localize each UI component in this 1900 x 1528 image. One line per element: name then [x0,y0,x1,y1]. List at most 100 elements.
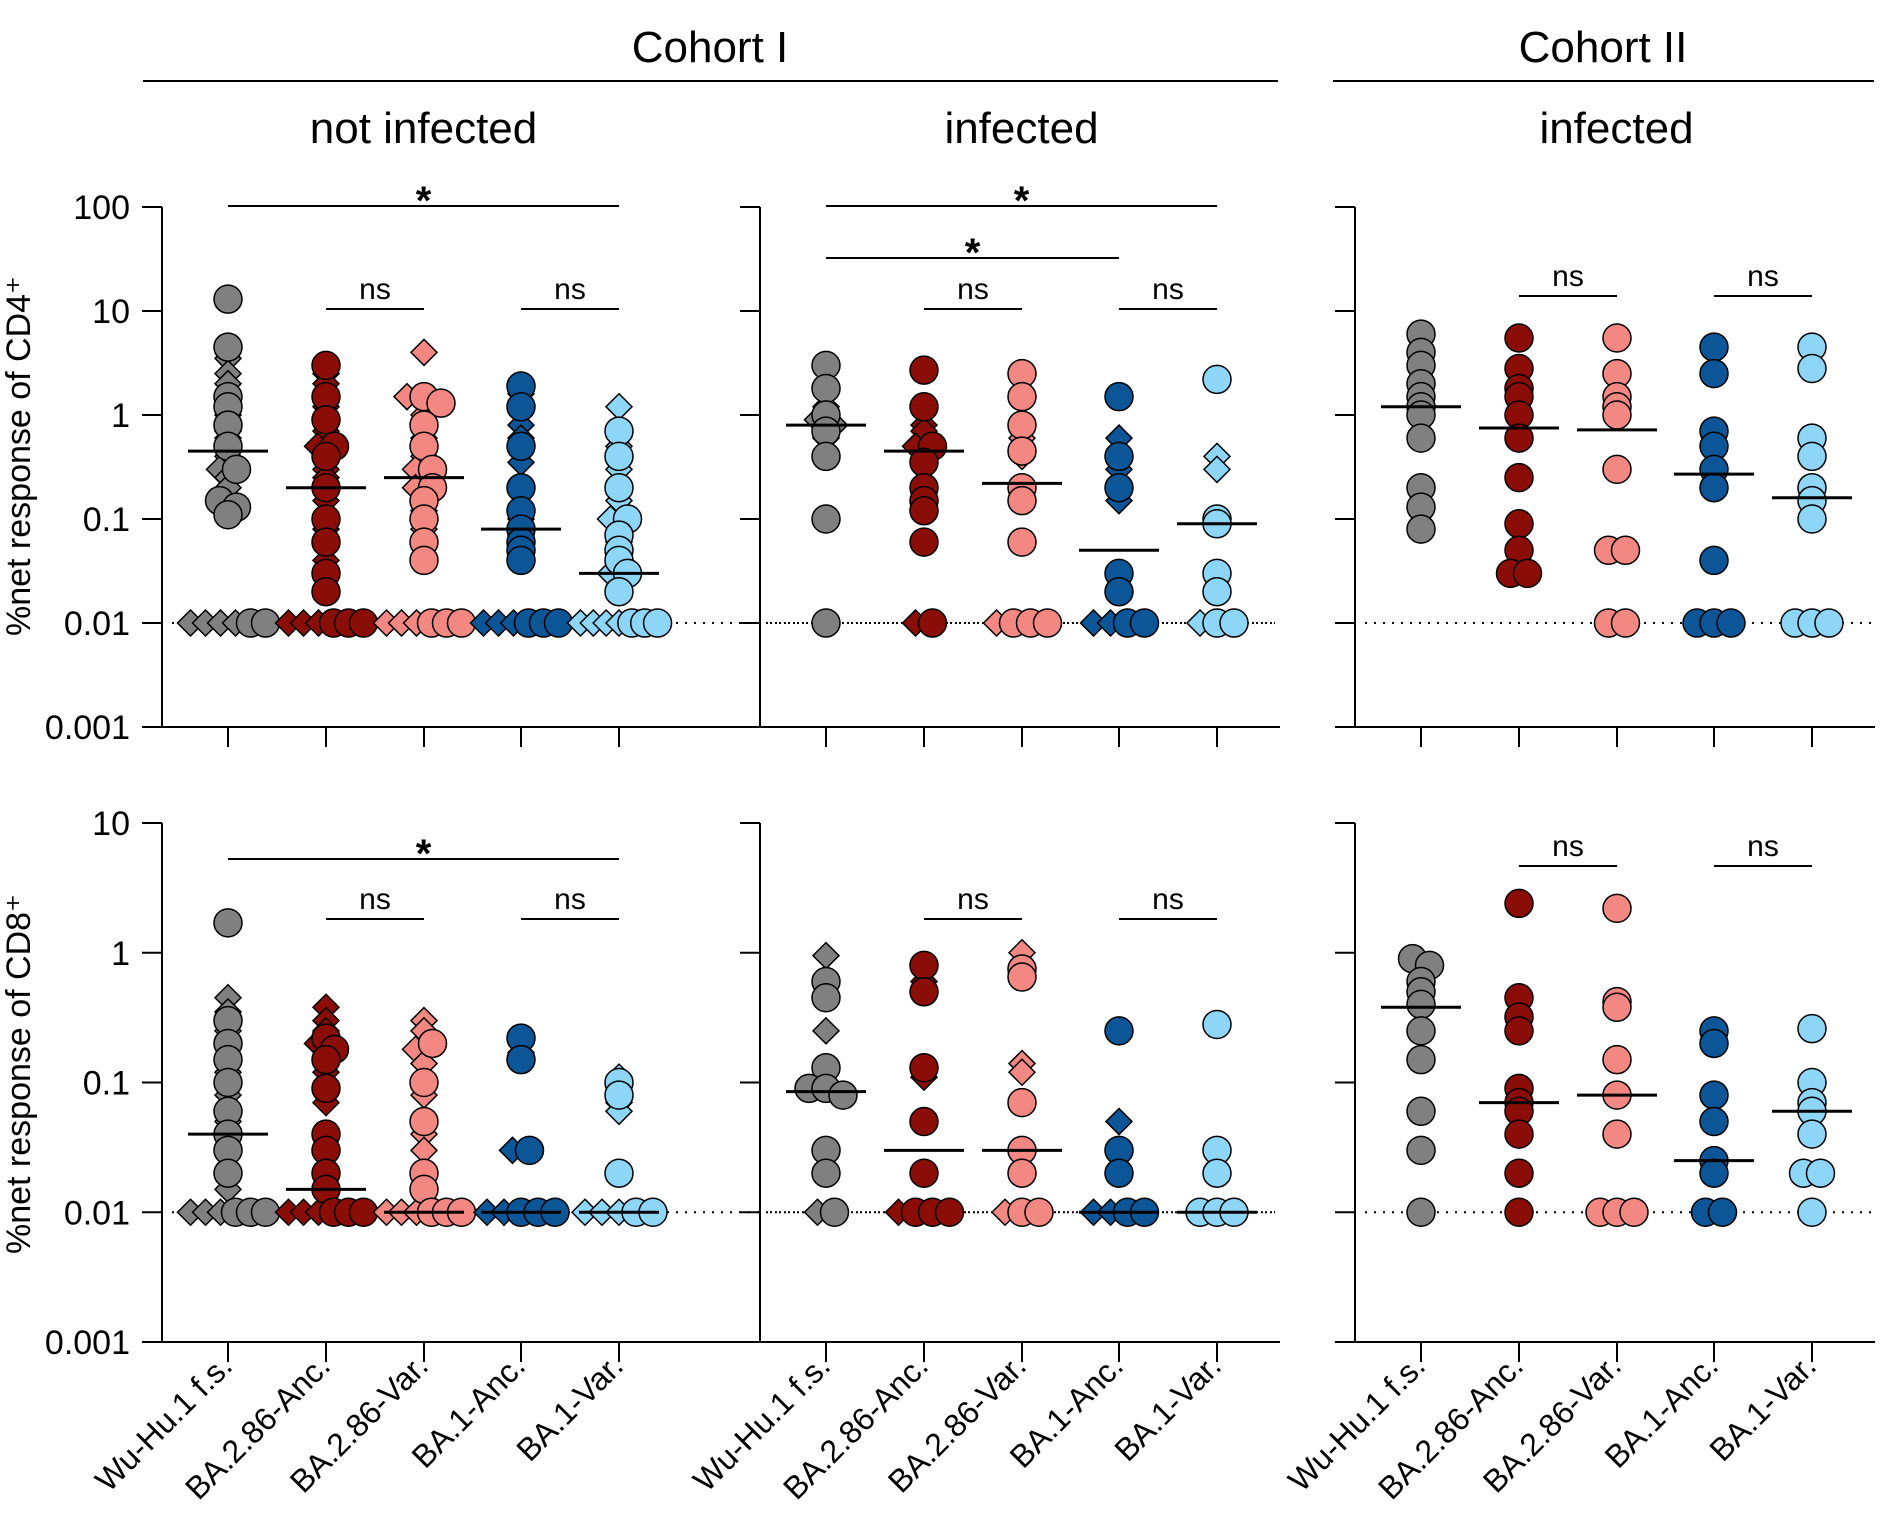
series-ba-1-var- [1185,364,1249,638]
data-point-circle [1504,323,1534,353]
data-point-circle [1406,1016,1436,1046]
series-wu-hu-1-f-s- [176,908,281,1227]
data-point-circle [514,1135,545,1166]
data-point-circle [1602,992,1632,1023]
significance-label: ns [957,883,989,916]
data-point-circle [1504,1197,1534,1227]
data-point-circle [1610,608,1641,638]
significance-label: ns [957,273,989,306]
data-point-circle [1406,423,1436,453]
data-point-circle [1797,1119,1827,1149]
series-ba-1-anc- [469,371,574,638]
data-point-circle [417,1028,448,1059]
data-point-circle [409,1067,439,1098]
series-ba-2-86-anc- [274,993,379,1227]
y-tick-label: 1 [111,397,130,435]
data-point-circle [811,982,841,1013]
series-ba-1-anc- [1690,1016,1738,1227]
data-point-circle [1504,1119,1534,1149]
y-tick-label: 0.001 [45,709,130,747]
data-point-circle [1007,1158,1037,1188]
data-point-circle [1707,1197,1738,1227]
significance-label: * [416,832,432,876]
data-point-circle [1699,1158,1729,1188]
series-ba-1-var- [566,392,673,638]
data-point-circle [409,1106,439,1137]
data-point-circle [1699,545,1729,576]
data-point-circle [311,576,341,607]
data-point-circle [909,392,939,422]
data-point-circle [604,1158,634,1188]
data-point-circle [1202,1158,1232,1188]
data-point-circle [811,1158,841,1188]
data-point-circle [1202,576,1232,607]
y-tick-label: 0.1 [83,1065,130,1103]
significance-label: ns [359,273,391,306]
series-ba-2-86-anc- [1495,323,1543,589]
data-point-circle [1202,1009,1232,1040]
data-point-circle [506,1044,536,1075]
data-point-circle [1797,504,1827,534]
data-point-circle [506,431,536,462]
x-tick-label: BA.1-Var. [1702,1347,1823,1468]
data-point-circle [1129,608,1160,638]
data-point-circle [1406,1197,1436,1227]
data-point-circle [311,527,341,557]
data-point-circle [909,977,939,1007]
data-point-diamond [409,338,439,367]
row-ylabel-cd4: %net response of CD4⁺ [0,276,38,636]
significance-label: ns [554,883,586,916]
data-point-circle [1007,485,1037,516]
data-point-circle [1504,462,1534,493]
data-point-circle [1504,509,1534,539]
data-point-circle [1406,1096,1436,1127]
y-tick-label: 0.01 [64,605,130,643]
data-point-diamond [811,941,841,970]
significance-label: ns [1552,260,1584,293]
data-point-diamond [1202,455,1232,484]
significance-label: * [965,231,981,275]
data-point-circle [1406,1135,1436,1166]
series-wu-hu-1-f-s- [176,284,281,638]
data-point-circle [1007,962,1037,992]
data-point-circle [604,1080,634,1110]
data-point-circle [1007,1087,1037,1118]
significance-label: * [416,179,432,223]
data-point-circle [811,416,841,446]
data-point-circle [1699,358,1729,389]
data-point-diamond [1007,1058,1037,1087]
data-point-circle [828,1080,858,1110]
cohort-header-1: Cohort I [143,23,1278,82]
data-point-circle [506,545,536,576]
data-point-circle [1699,472,1729,503]
cohort-header-2: Cohort II [1333,23,1874,82]
data-point-circle [1797,353,1827,384]
data-point-circle [1602,893,1632,924]
series-wu-hu-1-f-s- [803,350,849,638]
series-ba-2-86-var- [982,358,1063,638]
series-ba-1-anc- [1079,381,1160,638]
series-wu-hu-1-f-s- [794,941,858,1227]
panel-title: not infected [310,104,538,153]
row-ylabel-cd8: %net response of CD8⁺ [0,894,38,1254]
data-point-circle [311,350,341,381]
series-ba-2-86-anc- [1504,888,1534,1227]
series-ba-1-anc- [1682,332,1746,638]
data-point-circle [811,608,841,638]
data-point-circle [1007,410,1037,440]
panel-2: infected**ns ns [740,104,1279,747]
series-ba-2-86-var- [1593,323,1641,638]
data-point-diamond [811,1016,841,1045]
significance-label: ns [554,273,586,306]
data-point-circle [221,454,252,485]
data-point-circle [811,441,841,472]
data-point-circle [909,496,939,526]
series-ba-2-86-var- [372,338,477,638]
data-point-circle [1504,888,1534,919]
data-point-circle [909,1052,939,1083]
data-point-circle [213,908,243,938]
data-point-circle [811,373,841,404]
data-point-circle [1797,441,1827,472]
significance-label: ns [1152,273,1184,306]
